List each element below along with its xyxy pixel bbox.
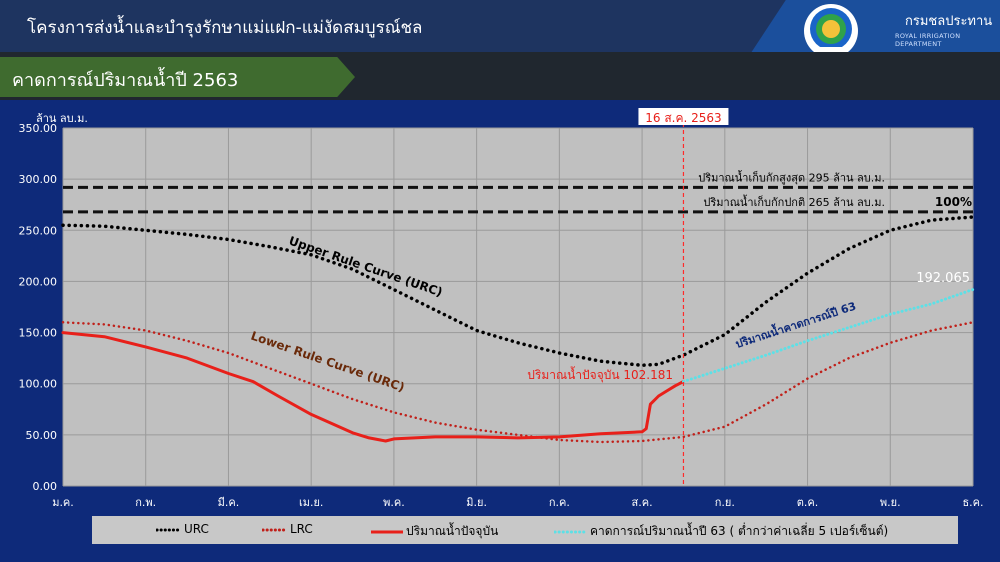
x-tick-label: เม.ย. <box>299 496 323 509</box>
y-tick-label: 0.00 <box>33 480 58 493</box>
x-tick-label: ก.พ. <box>135 496 156 509</box>
series-line-current <box>61 331 685 443</box>
department-logo-panel <box>745 0 1000 62</box>
section-title: คาดการณ์ปริมาณน้ำปี 2563 <box>12 70 239 91</box>
x-tick-label: พ.ค. <box>383 496 405 509</box>
y-tick-label: 150.00 <box>19 327 58 340</box>
legend-item-urc: URC <box>155 522 209 536</box>
y-tick-label: 100.00 <box>19 378 58 391</box>
forecast-end-value: 192.065 <box>916 271 970 286</box>
x-tick-label: ต.ค. <box>797 496 819 509</box>
legend-lrc-swatch <box>261 528 289 531</box>
legend-forecast-swatch <box>553 530 589 533</box>
reference-line-label: ปริมาณน้ำเก็บกักสูงสุด 295 ล้าน ลบ.ม. <box>698 169 885 184</box>
x-tick-label: ธ.ค. <box>962 496 983 509</box>
chart-legend: URC LRC ปริมาณน้ำปัจจุบัน คาดการณ์ปริมาณ… <box>92 516 958 544</box>
legend-urc-label: URC <box>184 522 209 536</box>
series-line-forecast <box>682 288 975 383</box>
section-banner: คาดการณ์ปริมาณน้ำปี 2563 <box>0 57 355 97</box>
legend-current-swatch <box>371 530 403 533</box>
x-tick-label: พ.ย. <box>880 496 901 509</box>
y-axis-title: ล้าน ลบ.ม. <box>36 112 88 125</box>
legend-item-current: ปริมาณน้ำปัจจุบัน <box>370 522 498 541</box>
forecast-chart: 0.00 50.00 100.00 150.00 200.00 250.00 300.00 3… <box>19 108 984 509</box>
project-title: โครงการส่งน้ำและบำรุงรักษาแม่แฝก-แม่งัดส… <box>27 18 423 38</box>
legend-item-lrc: LRC <box>261 522 313 536</box>
x-tick-label: ส.ค. <box>632 496 653 509</box>
series-line-urc <box>61 215 975 368</box>
y-tick-label: 200.00 <box>19 275 58 288</box>
today-label: 16 ส.ค. 2563 <box>645 111 721 125</box>
x-tick-label: มี.ค. <box>218 496 240 509</box>
x-tick-label: ม.ค. <box>52 496 74 509</box>
legend-lrc-label: LRC <box>290 522 313 536</box>
capacity-percent-label: 100% <box>935 195 972 209</box>
today-label-box <box>638 108 729 125</box>
x-tick-label: ก.ค. <box>549 496 570 509</box>
legend-current-label: ปริมาณน้ำปัจจุบัน <box>406 524 499 538</box>
department-seal-icon <box>804 4 858 58</box>
legend-urc-swatch <box>155 528 183 531</box>
y-tick-label: 350.00 <box>19 122 58 135</box>
y-tick-label: 50.00 <box>26 429 58 442</box>
legend-forecast-label: คาดการณ์ปริมาณน้ำปี 63 ( ต่ำกว่าค่าเฉลี่… <box>590 524 889 538</box>
y-tick-label: 300.00 <box>19 173 58 186</box>
legend-item-forecast: คาดการณ์ปริมาณน้ำปี 63 ( ต่ำกว่าค่าเฉลี่… <box>553 522 889 541</box>
x-tick-label: ก.ย. <box>715 496 735 509</box>
y-tick-label: 250.00 <box>19 224 58 237</box>
series-line-lrc <box>61 321 975 444</box>
department-name-english: ROYAL IRRIGATION DEPARTMENT <box>895 32 961 48</box>
reference-line-label: ปริมาณน้ำเก็บกักปกติ 265 ล้าน ลบ.ม. <box>703 194 885 209</box>
current-value-annotation: ปริมาณน้ำปัจจุบัน 102.181 <box>527 366 673 383</box>
x-tick-label: มิ.ย. <box>466 496 487 509</box>
department-name-thai: กรมชลประทาน <box>905 14 993 29</box>
